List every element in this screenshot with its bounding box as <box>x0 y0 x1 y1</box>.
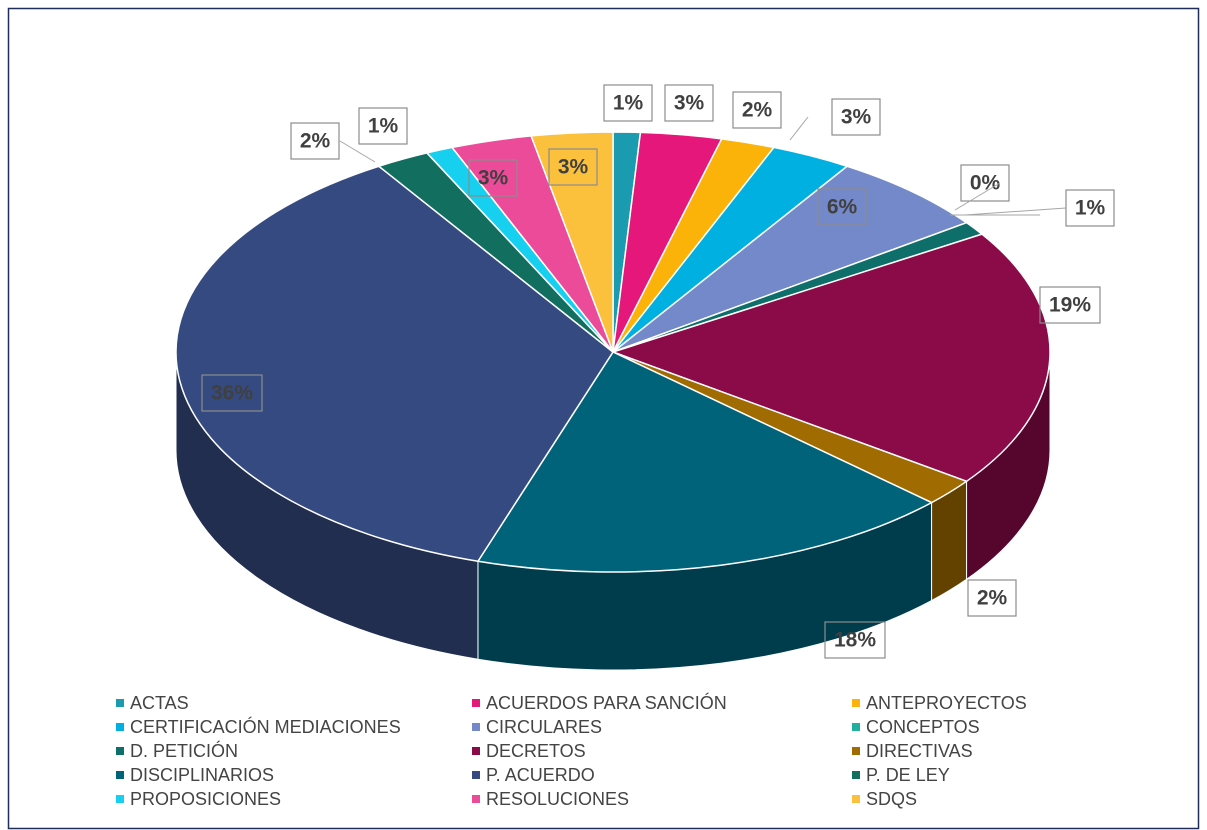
legend-label: PROPOSICIONES <box>130 789 281 809</box>
data-label: 1% <box>1075 197 1106 220</box>
data-label-box <box>967 579 1017 617</box>
data-label: 1% <box>368 115 399 138</box>
data-label: 2% <box>300 130 331 153</box>
data-label: 6% <box>827 196 858 219</box>
legend: ACTAS ACUERDOS PARA SANCIÓN ANTEPROYECTOS C… <box>116 692 1027 809</box>
legend-label: CERTIFICACIÓN MEDIACIONES <box>130 716 401 737</box>
data-label-box <box>358 107 408 145</box>
legend-label: ACUERDOS PARA SANCIÓN <box>486 692 727 713</box>
pie-slice <box>612 165 969 353</box>
legend-label: ANTEPROYECTOS <box>866 693 1027 713</box>
legend-marker <box>472 747 480 755</box>
data-label: 19% <box>1049 294 1091 317</box>
legend-marker <box>852 723 860 731</box>
data-label: 3% <box>558 156 589 179</box>
legend-label: ACTAS <box>130 693 189 713</box>
data-label: 36% <box>211 382 253 405</box>
data-label: 2% <box>977 587 1008 610</box>
legend-marker <box>116 771 124 779</box>
data-labels: 1% 3% 2% 3% 6% 0% 1% 19% 2% 18% 36% 2% 1% 3% 3% <box>201 84 1115 659</box>
data-label: 0% <box>970 172 1001 195</box>
leader-line <box>339 140 376 163</box>
legend-marker <box>116 699 124 707</box>
legend-marker <box>852 747 860 755</box>
legend-marker <box>852 795 860 803</box>
pie-slice <box>476 351 934 573</box>
data-label-box <box>1039 286 1101 324</box>
legend-marker <box>852 699 860 707</box>
legend-label: P. ACUERDO <box>486 765 595 785</box>
legend-label: SDQS <box>866 789 917 809</box>
legend-marker <box>116 795 124 803</box>
data-label: 2% <box>742 99 773 122</box>
data-label-box <box>290 122 340 160</box>
leader-line <box>789 116 809 141</box>
pie-slice <box>610 233 1051 483</box>
data-label: 3% <box>674 92 705 115</box>
legend-marker <box>116 723 124 731</box>
legend-marker <box>472 723 480 731</box>
leader-line <box>954 182 1001 211</box>
data-label: 18% <box>834 629 876 652</box>
legend-marker <box>472 795 480 803</box>
data-label-box <box>468 159 518 197</box>
data-label-box <box>824 621 886 659</box>
data-label: 1% <box>613 92 644 115</box>
data-label-box <box>817 188 867 226</box>
legend-label: CIRCULARES <box>486 717 602 737</box>
leader-line <box>964 207 1067 216</box>
legend-label: DECRETOS <box>486 741 586 761</box>
data-label: 3% <box>478 167 509 190</box>
legend-marker <box>852 771 860 779</box>
data-label-box <box>831 98 881 136</box>
legend-label: P. DE LEY <box>866 765 950 785</box>
legend-label: CONCEPTOS <box>866 717 980 737</box>
legend-marker <box>472 771 480 779</box>
legend-label: RESOLUCIONES <box>486 789 629 809</box>
data-label-box <box>548 148 598 186</box>
legend-label: DISCIPLINARIOS <box>130 765 274 785</box>
legend-label: D. PETICIÓN <box>130 740 238 761</box>
data-label-box <box>960 164 1010 202</box>
data-label-box <box>603 84 653 122</box>
data-label-box <box>201 374 263 412</box>
pie-slice <box>530 131 614 353</box>
pie-tops <box>175 131 1051 573</box>
legend-marker <box>116 747 124 755</box>
data-label-box <box>664 84 714 122</box>
data-label-box <box>732 91 782 129</box>
legend-label: DIRECTIVAS <box>866 741 973 761</box>
data-label: 3% <box>841 106 872 129</box>
pie-slice <box>175 165 614 563</box>
legend-marker <box>472 699 480 707</box>
